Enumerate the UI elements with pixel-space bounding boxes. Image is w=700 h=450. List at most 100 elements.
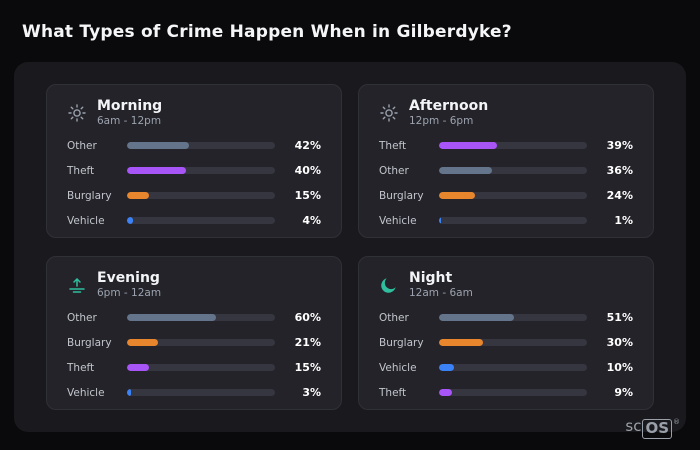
bar-fill: [127, 339, 159, 347]
crime-row: Burglary 30%: [379, 336, 633, 349]
page-title: What Types of Crime Happen When in Gilbe…: [22, 22, 512, 42]
bar-fill: [127, 314, 216, 322]
bar-track: [439, 339, 587, 347]
bar-fill: [439, 339, 484, 347]
crime-percent: 1%: [614, 214, 633, 228]
bar-fill: [439, 364, 454, 372]
crime-percent: 40%: [294, 164, 321, 178]
crime-row: Burglary 21%: [67, 336, 321, 349]
bar-fill: [127, 192, 150, 200]
card-header: Afternoon 12pm - 6pm: [379, 98, 633, 127]
crime-label: Theft: [379, 386, 407, 399]
crime-percent: 9%: [614, 386, 633, 400]
crime-row: Other 36%: [379, 164, 633, 177]
crime-label: Other: [67, 139, 97, 152]
crime-percent: 3%: [302, 386, 321, 400]
time-card-evening: Evening 6pm - 12am Other 60% Burglary 21…: [46, 256, 342, 411]
card-header: Night 12am - 6am: [379, 270, 633, 299]
bar-fill: [439, 167, 493, 175]
bar-rows: Other 60% Burglary 21% Theft 15% Vehicle…: [67, 311, 321, 399]
bar-rows: Other 51% Burglary 30% Vehicle 10% Theft…: [379, 311, 633, 399]
card-title: Evening: [97, 270, 160, 287]
card-title: Night: [409, 270, 453, 287]
crime-percent: 51%: [606, 311, 633, 325]
crime-label: Vehicle: [379, 361, 417, 374]
card-time-range: 12pm - 6pm: [409, 115, 474, 128]
crime-row: Theft 39%: [379, 139, 633, 152]
bar-fill: [127, 389, 132, 397]
card-time-range: 6am - 12pm: [97, 115, 162, 128]
crime-label: Vehicle: [67, 386, 105, 399]
time-card-afternoon: Afternoon 12pm - 6pm Theft 39% Other 36%…: [358, 84, 654, 239]
bar-track: [439, 314, 587, 322]
crime-row: Other 51%: [379, 311, 633, 324]
crime-percent: 15%: [294, 189, 321, 203]
card-heading: Evening 6pm - 12am: [97, 270, 161, 299]
card-heading: Afternoon 12pm - 6pm: [409, 98, 488, 127]
card-title: Afternoon: [409, 98, 489, 114]
bar-fill: [439, 389, 453, 397]
bar-fill: [127, 142, 190, 150]
crime-row: Theft 9%: [379, 386, 633, 399]
crime-label: Burglary: [67, 336, 112, 349]
bar-track: [127, 339, 275, 347]
card-time-range: 12am - 6am: [409, 287, 473, 300]
bar-track: [439, 217, 587, 225]
sun-icon: [379, 103, 399, 123]
brand-logo: sc OS ®: [625, 419, 680, 439]
bar-rows: Theft 39% Other 36% Burglary 24% Vehicle…: [379, 139, 633, 227]
sun-icon: [67, 103, 87, 123]
bar-track: [127, 364, 275, 372]
crime-row: Other 60%: [67, 311, 321, 324]
bar-fill: [439, 217, 441, 225]
crime-row: Vehicle 4%: [67, 214, 321, 227]
bar-track: [439, 364, 587, 372]
brand-prefix: sc: [625, 417, 642, 435]
crime-row: Burglary 24%: [379, 189, 633, 202]
crime-row: Vehicle 10%: [379, 361, 633, 374]
moon-icon: [379, 275, 399, 295]
card-title: Morning: [97, 98, 163, 114]
registered-mark: ®: [673, 418, 680, 426]
crime-label: Theft: [379, 139, 407, 152]
crime-row: Burglary 15%: [67, 189, 321, 202]
crime-label: Other: [67, 311, 97, 324]
crime-row: Other 42%: [67, 139, 321, 152]
card-heading: Night 12am - 6am: [409, 270, 473, 299]
crime-label: Vehicle: [379, 214, 417, 227]
crime-percent: 21%: [294, 336, 321, 350]
crime-label: Burglary: [67, 189, 112, 202]
brand-suffix: OS: [642, 419, 672, 439]
crime-row: Vehicle 1%: [379, 214, 633, 227]
card-header: Evening 6pm - 12am: [67, 270, 321, 299]
bar-track: [439, 142, 587, 150]
bar-fill: [127, 217, 133, 225]
crime-percent: 39%: [606, 139, 633, 153]
bar-track: [127, 389, 275, 397]
crime-label: Other: [379, 164, 409, 177]
time-card-morning: Morning 6am - 12pm Other 42% Theft 40% B…: [46, 84, 342, 239]
bar-track: [127, 314, 275, 322]
bar-fill: [439, 314, 515, 322]
crime-row: Vehicle 3%: [67, 386, 321, 399]
bar-fill: [439, 142, 497, 150]
crime-label: Theft: [67, 164, 95, 177]
crime-percent: 15%: [294, 361, 321, 375]
crime-percent: 30%: [606, 336, 633, 350]
crime-percent: 42%: [294, 139, 321, 153]
card-header: Morning 6am - 12pm: [67, 98, 321, 127]
card-heading: Morning 6am - 12pm: [97, 98, 162, 127]
crime-row: Theft 15%: [67, 361, 321, 374]
bar-track: [127, 142, 275, 150]
crime-row: Theft 40%: [67, 164, 321, 177]
bar-track: [127, 217, 275, 225]
bar-track: [439, 192, 587, 200]
crime-label: Theft: [67, 361, 95, 374]
bar-track: [439, 389, 587, 397]
crime-label: Vehicle: [67, 214, 105, 227]
crime-percent: 60%: [294, 311, 321, 325]
bar-track: [127, 192, 275, 200]
crime-percent: 4%: [302, 214, 321, 228]
cards-grid: Morning 6am - 12pm Other 42% Theft 40% B…: [46, 84, 654, 411]
time-card-night: Night 12am - 6am Other 51% Burglary 30% …: [358, 256, 654, 411]
